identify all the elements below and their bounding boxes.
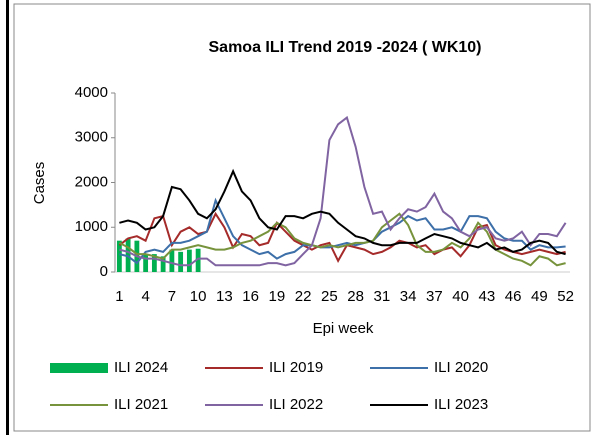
x-tick-label: 34 <box>400 288 417 305</box>
x-tick-label: 13 <box>216 288 233 305</box>
x-tick-label: 25 <box>321 288 338 305</box>
bar <box>143 254 149 272</box>
x-tick-label: 40 <box>452 288 469 305</box>
legend-label: ILI 2024 <box>114 359 168 376</box>
line <box>119 168 566 256</box>
legend-label: ILI 2020 <box>434 359 488 376</box>
x-axis-label: Epi week <box>313 320 374 337</box>
x-tick-label: 49 <box>531 288 548 305</box>
x-tick-label: 43 <box>479 288 496 305</box>
line <box>118 211 566 263</box>
x-tick-label: 28 <box>347 288 364 305</box>
y-tick-label: 2000 <box>75 173 108 190</box>
bar <box>116 240 122 272</box>
x-tick-label: 7 <box>168 288 176 305</box>
y-tick-label: 4000 <box>75 84 108 101</box>
bar <box>160 256 166 272</box>
chart-title: Samoa ILI Trend 2019 -2024 ( WK10) <box>209 39 482 56</box>
x-tick-label: 46 <box>505 288 522 305</box>
bar <box>151 254 157 272</box>
x-tick-label: 4 <box>141 288 149 305</box>
legend-label: ILI 2023 <box>434 396 488 413</box>
x-tick-label: 31 <box>374 288 391 305</box>
left-edge <box>6 0 9 435</box>
x-tick-label: 22 <box>295 288 312 305</box>
legend-swatch <box>50 363 108 373</box>
x-tick-label: 19 <box>269 288 286 305</box>
x-tick-label: 16 <box>242 288 259 305</box>
line <box>119 197 566 265</box>
legend-label: ILI 2021 <box>114 396 168 413</box>
y-tick-label: 3000 <box>75 129 108 146</box>
legend-label: ILI 2019 <box>269 359 323 376</box>
x-tick-label: 1 <box>115 288 123 305</box>
bar <box>178 251 184 272</box>
bar <box>169 249 175 272</box>
bar <box>195 248 201 272</box>
bar <box>125 238 131 272</box>
bar <box>186 249 192 272</box>
legend-label: ILI 2022 <box>269 396 323 413</box>
line <box>118 212 566 267</box>
line <box>119 115 567 267</box>
y-axis-label: Cases <box>31 162 48 205</box>
x-tick-label: 10 <box>190 288 207 305</box>
x-tick-label: 37 <box>426 288 443 305</box>
x-tick-label: 52 <box>557 288 574 305</box>
y-tick-label: 0 <box>100 263 108 280</box>
y-tick-label: 1000 <box>75 218 108 235</box>
